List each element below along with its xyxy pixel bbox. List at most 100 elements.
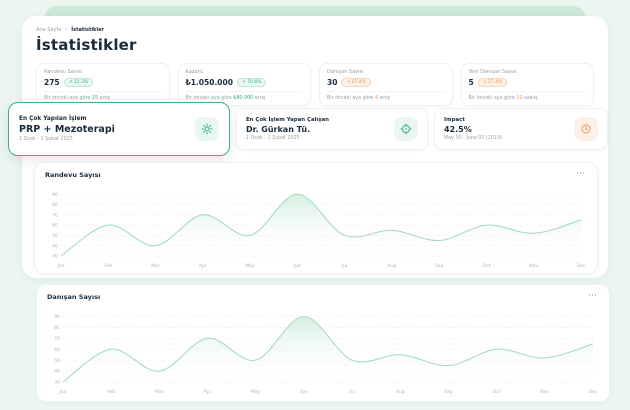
trend-badge: ↗ 27.4% xyxy=(341,77,371,87)
svg-text:30: 30 xyxy=(54,380,60,386)
stat-value-row: 30 ↗ 27.4% xyxy=(327,77,445,87)
feature-date-range: 1 Ocak - 1 Şubat 2025 xyxy=(19,137,73,143)
chart-header: Danışan Sayısı ⋯ xyxy=(47,291,599,302)
divider xyxy=(468,91,586,92)
target-icon xyxy=(394,117,418,141)
feature-text: En Çok Yapılan İşlem PRP + Mezoterapi 1 … xyxy=(19,116,115,143)
stat-note: Bir önceki aya göre 4 artış xyxy=(327,96,445,101)
note-highlight: ₺80.000 xyxy=(233,95,254,101)
note-suffix: azalış xyxy=(522,95,538,101)
trend-badge: ↗ 70.6% xyxy=(236,77,267,87)
stat-value: 30 xyxy=(327,77,338,87)
trend-badge: ↘ 27.4% xyxy=(477,77,508,87)
svg-text:Mar: Mar xyxy=(151,263,160,269)
svg-text:60: 60 xyxy=(52,223,58,229)
note-highlight: 4 xyxy=(374,95,378,101)
note-suffix: artış xyxy=(98,95,111,101)
svg-text:40: 40 xyxy=(52,243,58,249)
breadcrumb-home[interactable]: Ana Sayfa xyxy=(36,27,62,33)
svg-text:Nov: Nov xyxy=(529,263,538,269)
feature-label: En Çok İşlem Yapan Çalışan xyxy=(246,116,329,123)
svg-text:Dec: Dec xyxy=(589,389,598,395)
svg-text:Jun: Jun xyxy=(293,263,301,269)
chart-title: Randevu Sayısı xyxy=(45,171,101,179)
breadcrumb-separator-icon: › xyxy=(65,27,68,33)
note-prefix: Bir önceki aya göre xyxy=(44,95,92,101)
feature-text: Impact 42.5% May 30 - June 01 (2019) xyxy=(444,117,502,142)
svg-text:Jan: Jan xyxy=(59,389,67,395)
trend-badge: ↗ 12.3% xyxy=(63,77,94,87)
stat-value-row: 275 ↗ 12.3% xyxy=(44,77,162,87)
feature-label: Impact xyxy=(444,116,465,123)
danisan-area-chart: 30 40 50 60 70 80 90 Jan Feb Mar Apr May Jun Jul Aug Se… xyxy=(54,314,598,395)
chart-title: Danışan Sayısı xyxy=(47,293,101,301)
stat-value: 275 xyxy=(44,77,60,87)
svg-text:Oct: Oct xyxy=(493,389,501,395)
stat-label: Danışan Sayısı xyxy=(327,69,364,75)
stat-value: 5 xyxy=(468,77,474,87)
clock-icon xyxy=(574,117,598,141)
feature-value: Dr. Gürkan Tü. xyxy=(246,124,311,134)
svg-text:Jun: Jun xyxy=(299,389,307,395)
svg-text:Jul: Jul xyxy=(348,389,354,395)
feature-label: En Çok Yapılan İşlem xyxy=(19,115,87,122)
stat-cards-row: Randevu Sayısı 275 ↗ 12.3% Bir önceki ay… xyxy=(36,63,594,106)
stat-note: Bir önceki aya göre 15 artış xyxy=(44,96,162,101)
note-highlight: 10 xyxy=(516,95,523,101)
feature-card-impact[interactable]: Impact 42.5% May 30 - June 01 (2019) xyxy=(434,108,608,150)
breadcrumb: Ana Sayfa › İstatistikler xyxy=(36,27,594,33)
note-prefix: Bir önceki aya göre xyxy=(327,95,375,101)
feature-value: 42.5% xyxy=(444,124,472,134)
stat-label: Yeni Danışan Sayısı xyxy=(468,69,517,75)
chart-card-danisan: Danışan Sayısı ⋯ 30 40 50 60 70 80 90 Jan Feb Mar… xyxy=(36,284,610,402)
svg-text:Aug: Aug xyxy=(396,389,405,395)
svg-text:May: May xyxy=(251,389,261,395)
chart-header: Randevu Sayısı ⋯ xyxy=(45,169,587,180)
divider xyxy=(327,91,445,92)
breadcrumb-current: İstatistikler xyxy=(71,27,104,33)
svg-text:Jul: Jul xyxy=(341,263,347,269)
svg-text:50: 50 xyxy=(54,358,60,364)
chart-card-randevu: Randevu Sayısı ⋯ 30 40 50 60 70 80 90 Jan Feb Mar… xyxy=(34,162,598,274)
svg-text:Jan: Jan xyxy=(57,263,65,269)
feature-value: PRP + Mezoterapi xyxy=(19,123,115,135)
stat-card-danisan: Danışan Sayısı 30 ↗ 27.4% Bir önceki aya… xyxy=(319,63,453,106)
stat-label: Randevu Sayısı xyxy=(44,69,83,75)
svg-text:50: 50 xyxy=(52,233,58,239)
svg-text:May: May xyxy=(245,263,255,269)
svg-text:30: 30 xyxy=(52,254,58,260)
note-suffix: artış xyxy=(253,95,266,101)
feature-card-top-employee[interactable]: En Çok İşlem Yapan Çalışan Dr. Gürkan Tü… xyxy=(236,108,428,150)
svg-text:80: 80 xyxy=(52,202,58,208)
feature-text: En Çok İşlem Yapan Çalışan Dr. Gürkan Tü… xyxy=(246,117,329,142)
stat-note: Bir önceki aya göre 10 azalış xyxy=(469,96,587,101)
svg-text:Feb: Feb xyxy=(107,389,115,395)
svg-text:90: 90 xyxy=(54,314,60,320)
svg-text:Nov: Nov xyxy=(540,389,549,395)
stat-label: Kazanç xyxy=(185,69,204,75)
stat-card-kazanc: Kazanç ₺1.050.000 ↗ 70.6% Bir önceki aya… xyxy=(177,63,311,106)
svg-text:Feb: Feb xyxy=(104,263,112,269)
feature-date-range: 1 Ocak - 1 Şubat 2025 xyxy=(246,136,300,142)
svg-text:90: 90 xyxy=(52,192,58,198)
svg-text:Dec: Dec xyxy=(577,263,586,269)
svg-text:40: 40 xyxy=(54,369,60,375)
ellipsis-menu-icon[interactable]: ⋯ xyxy=(576,169,585,179)
stat-value: ₺1.050.000 xyxy=(185,77,233,87)
svg-text:Oct: Oct xyxy=(483,263,491,269)
svg-text:Sep: Sep xyxy=(435,263,444,269)
stat-card-yeni-danisan: Yeni Danışan Sayısı 5 ↘ 27.4% Bir önceki… xyxy=(460,63,594,106)
divider xyxy=(44,91,162,92)
randevu-area-chart: 30 40 50 60 70 80 90 Jan Feb Mar Apr May Jun Jul Aug Se… xyxy=(52,192,586,269)
svg-text:Apr: Apr xyxy=(204,389,212,395)
ellipsis-menu-icon[interactable]: ⋯ xyxy=(588,291,597,301)
gear-icon xyxy=(195,117,219,141)
divider xyxy=(185,91,303,92)
svg-text:Mar: Mar xyxy=(155,389,164,395)
stat-value-row: ₺1.050.000 ↗ 70.6% xyxy=(185,77,304,87)
note-highlight: 15 xyxy=(91,95,98,101)
svg-text:Sep: Sep xyxy=(444,389,453,395)
svg-text:80: 80 xyxy=(54,325,60,331)
note-prefix: Bir önceki aya göre xyxy=(185,95,234,101)
feature-card-top-procedure[interactable]: En Çok Yapılan İşlem PRP + Mezoterapi 1 … xyxy=(8,102,230,156)
